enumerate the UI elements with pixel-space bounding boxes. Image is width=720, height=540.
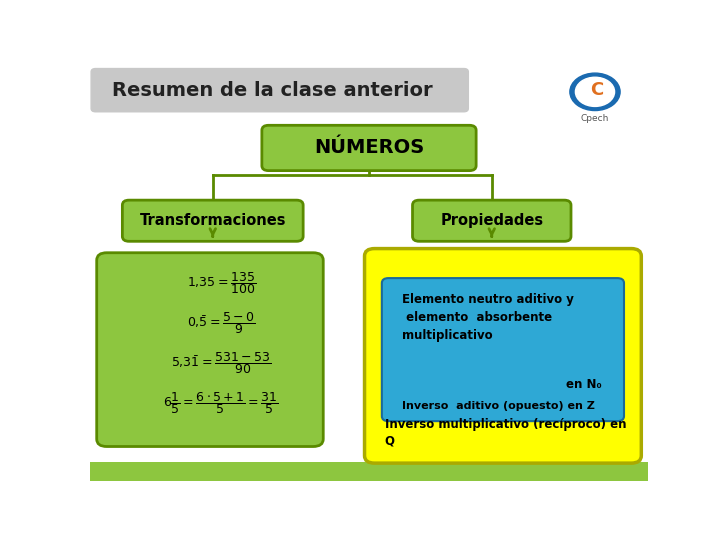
Text: $0{,}\bar{5} = \dfrac{5-0}{9}$: $0{,}\bar{5} = \dfrac{5-0}{9}$ bbox=[187, 310, 256, 336]
FancyBboxPatch shape bbox=[262, 125, 476, 171]
Text: $1{,}35 = \dfrac{135}{100}$: $1{,}35 = \dfrac{135}{100}$ bbox=[186, 270, 256, 296]
Text: Inverso  aditivo (opuesto) en Z: Inverso aditivo (opuesto) en Z bbox=[402, 401, 595, 411]
Text: Cpech: Cpech bbox=[581, 113, 609, 123]
Bar bbox=[90, 462, 648, 481]
FancyBboxPatch shape bbox=[382, 278, 624, 421]
FancyBboxPatch shape bbox=[122, 200, 303, 241]
Circle shape bbox=[570, 73, 620, 111]
Text: Transformaciones: Transformaciones bbox=[140, 213, 286, 228]
Text: Resumen de la clase anterior: Resumen de la clase anterior bbox=[112, 80, 433, 100]
Text: en N₀: en N₀ bbox=[566, 379, 602, 392]
Text: $5{,}3\bar{1} = \dfrac{531-53}{90}$: $5{,}3\bar{1} = \dfrac{531-53}{90}$ bbox=[171, 350, 271, 376]
Text: $6\dfrac{1}{5} = \dfrac{6 \cdot 5+1}{5} = \dfrac{31}{5}$: $6\dfrac{1}{5} = \dfrac{6 \cdot 5+1}{5} … bbox=[163, 390, 279, 416]
FancyBboxPatch shape bbox=[364, 248, 642, 463]
Text: Inverso multiplicativo (recíproco) en
Q: Inverso multiplicativo (recíproco) en Q bbox=[384, 418, 626, 448]
FancyBboxPatch shape bbox=[96, 253, 323, 447]
FancyBboxPatch shape bbox=[91, 69, 468, 112]
FancyBboxPatch shape bbox=[413, 200, 571, 241]
Circle shape bbox=[575, 77, 615, 106]
Text: Elemento neutro aditivo y
 elemento  absorbente
multiplicativo: Elemento neutro aditivo y elemento absor… bbox=[402, 294, 575, 342]
Text: Propiedades: Propiedades bbox=[440, 213, 544, 228]
Text: C: C bbox=[590, 81, 604, 99]
Text: NÚMEROS: NÚMEROS bbox=[314, 138, 424, 158]
